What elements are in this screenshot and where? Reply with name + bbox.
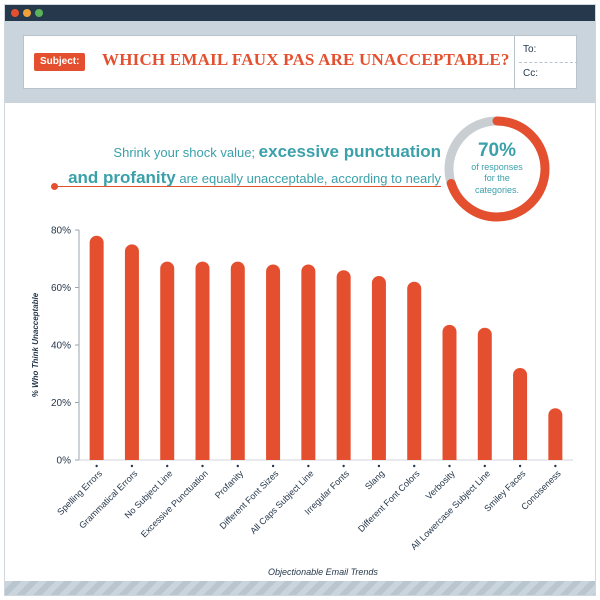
bar-different-font-sizes <box>266 264 281 460</box>
y-axis-label: % Who Think Unacceptable <box>31 292 40 397</box>
x-tick-label: Different Font Colors <box>356 468 422 534</box>
x-tick-dot <box>271 464 275 468</box>
bar-chart: 0% 20% 40% 60% 80% Spelling ErrorsGrammatica… <box>31 226 573 577</box>
x-tick-label: Grammatical Errors <box>77 468 140 531</box>
x-tick-label: Verbosity <box>424 468 458 502</box>
intro-tail: are equally unacceptable, according to n… <box>175 170 441 186</box>
x-tick-dot <box>166 464 169 468</box>
y-tick-label: 60% <box>51 283 71 294</box>
minimize-dot[interactable] <box>23 9 31 17</box>
email-card: Subject: WHICH EMAIL FAUX PAS ARE UNACCE… <box>23 35 578 90</box>
x-tick-label: Excessive Punctuation <box>139 468 210 539</box>
bars <box>89 235 563 460</box>
bar-slang <box>371 276 386 460</box>
x-tick-dot <box>554 464 557 468</box>
bar-smiley-faces <box>513 368 528 460</box>
to-divider <box>519 62 578 63</box>
percent-ring <box>444 116 550 222</box>
bar-spelling-errors <box>89 235 104 460</box>
y-tick-label: 80% <box>51 226 71 237</box>
subject-label: Subject: <box>34 53 86 71</box>
bar-verbosity <box>442 324 457 460</box>
y-tick-label: 20% <box>51 398 71 409</box>
footer-strip <box>5 581 595 595</box>
intro-underline-dot <box>51 183 58 190</box>
x-tick-dot <box>130 464 134 468</box>
bar-conciseness <box>548 408 563 460</box>
window-titlebar <box>5 5 595 21</box>
intro-lead: Shrink your shock value; <box>113 145 259 160</box>
ring-progress <box>444 116 550 222</box>
cc-label[interactable]: Cc: <box>523 68 538 79</box>
x-tick-dot <box>307 464 310 468</box>
x-tick-dot <box>448 464 451 468</box>
ring-caption: of responses for the categories. <box>471 162 523 195</box>
x-axis-label: Objectionable Email Trends <box>268 567 378 577</box>
x-tick-dot <box>377 464 381 468</box>
email-header: Subject: WHICH EMAIL FAUX PAS ARE UNACCE… <box>5 21 595 103</box>
y-tick-label: 0% <box>57 456 72 467</box>
x-tick-label: Different Font Sizes <box>218 468 281 531</box>
x-tick-label: All Caps Subject Line <box>248 468 316 536</box>
bar-all-lowercase-subject-line <box>477 327 492 460</box>
subject-text: WHICH EMAIL FAUX PAS ARE UNACCEPTABLE? <box>102 50 510 69</box>
to-label[interactable]: To: <box>523 44 537 55</box>
x-tick-dot <box>236 464 239 468</box>
intro-bold-2: and profanity <box>68 167 176 187</box>
x-tick-dot <box>413 464 416 468</box>
infographic-frame: Subject: WHICH EMAIL FAUX PAS ARE UNACCE… <box>4 4 596 596</box>
recipient-fields: To: Cc: <box>514 36 578 90</box>
x-tick-dot <box>342 464 345 468</box>
x-tick-dot <box>518 464 522 468</box>
bar-different-font-colors <box>407 281 422 460</box>
x-tick-dot <box>201 464 204 468</box>
intro-underline <box>55 186 441 187</box>
bar-no-subject-line <box>160 261 175 460</box>
close-dot[interactable] <box>11 9 19 17</box>
y-tick-label: 40% <box>51 341 71 352</box>
bar-profanity <box>230 261 245 460</box>
bar-grammatical-errors <box>124 244 139 460</box>
bar-all-caps-subject-line <box>301 264 316 460</box>
ring-percent: 70% <box>477 140 517 161</box>
bar-irregular-fonts <box>336 270 351 460</box>
x-tick-label: Slang <box>363 468 386 491</box>
x-tick-label: Profanity <box>213 468 246 501</box>
bar-excessive-punctuation <box>195 261 210 460</box>
x-tick-dot <box>95 464 98 468</box>
maximize-dot[interactable] <box>35 9 43 17</box>
x-tick-dot <box>483 464 486 468</box>
intro-bold-1: excessive punctuation <box>258 142 441 161</box>
intro-text: Shrink your shock value; excessive punct… <box>45 139 441 190</box>
